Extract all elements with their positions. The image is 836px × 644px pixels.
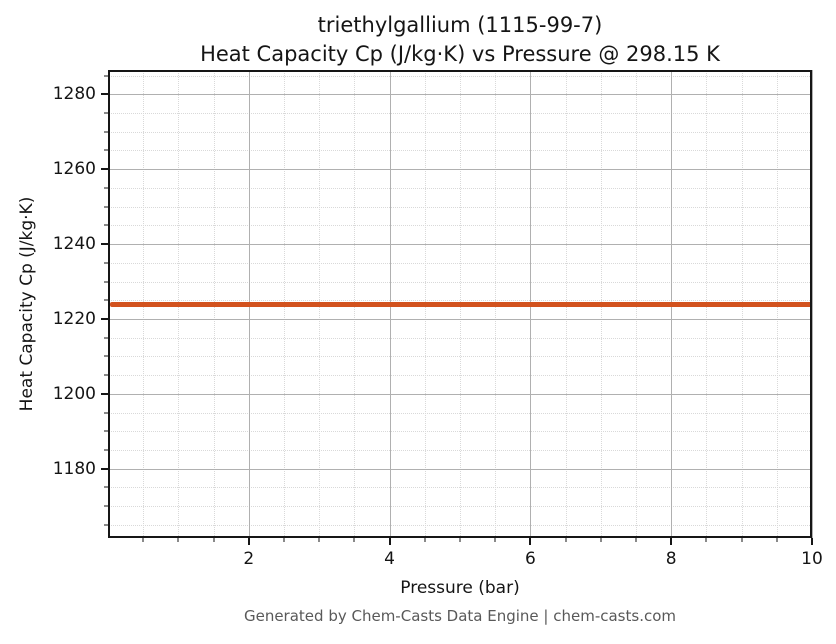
x-axis-major-tick	[388, 538, 391, 545]
y-axis-minor-tick	[104, 430, 108, 432]
gridline-minor-horizontal	[108, 113, 812, 115]
gridline-minor-horizontal	[108, 506, 812, 508]
x-axis-label: Pressure (bar)	[400, 578, 520, 598]
y-axis-minor-tick	[104, 374, 108, 376]
y-axis-major-tick	[101, 168, 108, 171]
gridline-major-horizontal	[108, 94, 812, 96]
gridline-minor-horizontal	[108, 150, 812, 152]
y-axis-minor-tick	[104, 187, 108, 189]
x-axis-tick-label: 6	[524, 549, 536, 569]
y-axis-minor-tick	[104, 524, 108, 526]
gridline-major-horizontal	[108, 318, 812, 320]
x-axis-tick-label: 10	[801, 549, 823, 569]
y-axis-minor-tick	[104, 449, 108, 451]
x-axis-minor-tick	[213, 538, 215, 542]
y-axis-tick-label: 1220	[52, 308, 96, 329]
x-axis-minor-tick	[565, 538, 567, 542]
x-axis-tick-label: 4	[384, 549, 396, 569]
y-axis-minor-tick	[104, 224, 108, 226]
y-axis-label: Heat Capacity Cp (J/kg·K)	[17, 196, 37, 412]
x-axis-minor-tick	[283, 538, 285, 542]
y-axis-major-tick	[101, 317, 108, 320]
x-axis-minor-tick	[635, 538, 637, 542]
gridline-minor-horizontal	[108, 131, 812, 133]
y-axis-minor-tick	[104, 412, 108, 414]
x-axis-minor-tick	[318, 538, 320, 542]
y-axis-minor-tick	[104, 299, 108, 301]
gridline-minor-horizontal	[108, 375, 812, 377]
y-axis-minor-tick	[104, 486, 108, 488]
y-axis-minor-tick	[104, 131, 108, 133]
x-axis-minor-tick	[142, 538, 144, 542]
y-axis-minor-tick	[104, 355, 108, 357]
x-axis-tick-label: 8	[665, 549, 677, 569]
x-axis-minor-tick	[494, 538, 496, 542]
gridline-major-horizontal	[108, 244, 812, 246]
y-axis-minor-tick	[104, 337, 108, 339]
x-axis-major-tick	[529, 538, 532, 545]
gridline-minor-horizontal	[108, 337, 812, 339]
gridline-major-horizontal	[108, 468, 812, 470]
y-axis-minor-tick	[104, 505, 108, 507]
gridline-minor-horizontal	[108, 300, 812, 302]
plot-area: 2 4 6 8 10 1180 1200 1220 1240 1260 1280	[53, 70, 823, 569]
y-axis-major-tick	[101, 93, 108, 96]
x-axis-minor-tick	[741, 538, 743, 542]
footer-credit: Generated by Chem-Casts Data Engine | ch…	[243, 607, 677, 625]
x-axis-minor-tick	[776, 538, 778, 542]
gridline-minor-horizontal	[108, 206, 812, 208]
x-axis-minor-tick	[424, 538, 426, 542]
gridline-minor-horizontal	[108, 225, 812, 227]
x-axis-minor-tick	[705, 538, 707, 542]
gridline-minor-horizontal	[108, 450, 812, 452]
gridline-minor-horizontal	[108, 356, 812, 358]
y-axis-minor-tick	[104, 206, 108, 208]
chart-title: triethylgallium (1115-99-7) Heat Capacit…	[108, 11, 812, 69]
chart-title-line2: Heat Capacity Cp (J/kg·K) vs Pressure @ …	[200, 42, 720, 66]
y-axis-tick-label: 1260	[52, 159, 96, 180]
x-axis-minor-tick	[600, 538, 602, 542]
y-axis-tick-label: 1180	[52, 458, 96, 479]
gridline-minor-horizontal	[108, 281, 812, 283]
series-line-heat-capacity-cp	[110, 301, 812, 307]
gridline-minor-horizontal	[108, 524, 812, 526]
gridline-minor-horizontal	[108, 75, 812, 77]
x-axis-minor-tick	[353, 538, 355, 542]
x-axis-tick-label: 2	[243, 549, 255, 569]
gridline-minor-horizontal	[108, 487, 812, 489]
x-axis-major-tick	[811, 538, 813, 545]
gridline-minor-horizontal	[108, 431, 812, 433]
y-axis-minor-tick	[104, 262, 108, 264]
gridline-major-horizontal	[108, 393, 812, 395]
y-axis-tick-label: 1200	[52, 383, 96, 404]
y-axis-tick-label: 1240	[52, 234, 96, 255]
gridline-minor-horizontal	[108, 262, 812, 264]
y-axis-major-tick	[101, 243, 108, 246]
y-axis-minor-tick	[104, 75, 108, 77]
y-axis-minor-tick	[104, 281, 108, 283]
x-axis-minor-tick	[177, 538, 179, 542]
y-axis-tick-label: 1280	[52, 84, 96, 105]
y-axis-major-tick	[101, 467, 108, 470]
y-axis-minor-tick	[104, 149, 108, 151]
gridline-major-horizontal	[108, 169, 812, 171]
y-axis-minor-tick	[104, 112, 108, 114]
x-axis-major-tick	[247, 538, 250, 545]
y-axis-major-tick	[101, 392, 108, 395]
x-axis-major-tick	[670, 538, 673, 545]
gridline-minor-horizontal	[108, 187, 812, 189]
gridline-major-vertical	[812, 70, 813, 538]
chart-title-line1: triethylgallium (1115-99-7)	[317, 13, 603, 37]
gridline-minor-horizontal	[108, 412, 812, 414]
x-axis-minor-tick	[459, 538, 461, 542]
